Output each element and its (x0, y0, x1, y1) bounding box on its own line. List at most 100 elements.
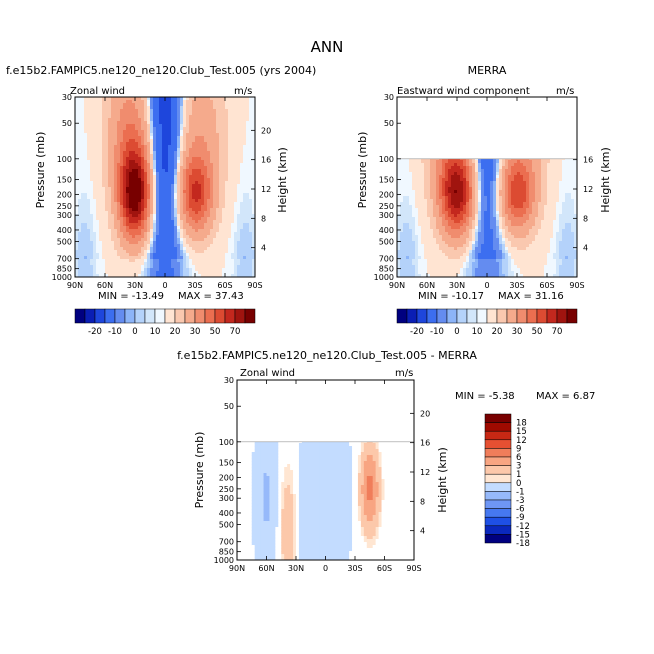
contour-cell (156, 241, 160, 245)
contour-cell (436, 193, 440, 197)
contour-cell (406, 169, 410, 173)
contour-cell (427, 187, 431, 191)
contour-cell (433, 274, 437, 278)
contour-cell (406, 271, 410, 275)
contour-cell (159, 181, 163, 185)
contour-cell (90, 214, 94, 218)
contour-cell (138, 196, 142, 200)
contour-cell (198, 244, 202, 248)
contour-cell (219, 178, 223, 182)
contour-cell (111, 268, 115, 272)
contour-cell (108, 265, 112, 269)
contour-cell (78, 211, 82, 215)
contour-cell (436, 217, 440, 221)
contour-cell (153, 127, 157, 131)
contour-cell (192, 130, 196, 134)
contour-cell (451, 217, 455, 221)
contour-cell (430, 211, 434, 215)
contour-cell (141, 127, 145, 131)
contour-cell (415, 202, 419, 206)
contour-cell (216, 262, 220, 266)
contour-cell (252, 97, 256, 101)
contour-cell (177, 265, 181, 269)
contour-cell (138, 181, 142, 185)
contour-cell (138, 142, 142, 146)
contour-cell (436, 241, 440, 245)
contour-cell (243, 169, 247, 173)
contour-cell (81, 271, 85, 275)
contour-cell (150, 253, 154, 257)
contour-cell (114, 190, 118, 194)
contour-cell (174, 148, 178, 152)
contour-cell (105, 247, 109, 251)
contour-cell (412, 172, 416, 176)
contour-cell (144, 184, 148, 188)
contour-cell (78, 271, 82, 275)
contour-cell (150, 100, 154, 104)
contour-cell (114, 157, 118, 161)
contour-cell (445, 217, 449, 221)
contour-cell (237, 127, 241, 131)
contour-cell (138, 109, 142, 113)
contour-cell (129, 205, 133, 209)
contour-cell (150, 238, 154, 242)
contour-cell (81, 178, 85, 182)
contour-cell (466, 220, 470, 224)
contour-cell (445, 256, 449, 260)
contour-cell (421, 265, 425, 269)
contour-cell (129, 118, 133, 122)
contour-cell (198, 268, 202, 272)
contour-cell (78, 106, 82, 110)
contour-cell (105, 181, 109, 185)
contour-cell (102, 214, 106, 218)
contour-cell (183, 220, 187, 224)
contour-cell (195, 133, 199, 137)
contour-cell (108, 148, 112, 152)
contour-cell (177, 229, 181, 233)
contour-cell (165, 211, 169, 215)
contour-cell (243, 100, 247, 104)
contour-cell (469, 271, 473, 275)
contour-cell (234, 142, 238, 146)
contour-cell (237, 250, 241, 254)
contour-cell (183, 145, 187, 149)
contour-cell (472, 196, 476, 200)
contour-cell (484, 158, 488, 161)
contour-cell (448, 265, 452, 269)
contour-cell (454, 220, 458, 224)
contour-cell (117, 196, 121, 200)
contour-cell (487, 190, 491, 194)
contour-cell (135, 166, 139, 170)
contour-cell (201, 253, 205, 257)
contour-cell (415, 158, 419, 161)
contour-cell (165, 181, 169, 185)
contour-cell (135, 139, 139, 143)
contour-cell (237, 124, 241, 128)
contour-cell (463, 190, 467, 194)
contour-cell (246, 148, 250, 152)
contour-cell (403, 268, 407, 272)
contour-cell (430, 187, 434, 191)
contour-cell (421, 253, 425, 257)
contour-cell (183, 235, 187, 239)
contour-cell (418, 268, 422, 272)
contour-cell (478, 220, 482, 224)
contour-cell (171, 217, 175, 221)
contour-cell (234, 133, 238, 137)
contour-cell (162, 172, 166, 176)
contour-cell (168, 244, 172, 248)
contour-cell (403, 262, 407, 266)
contour-cell (433, 187, 437, 191)
contour-cell (445, 160, 449, 164)
contour-cell (406, 259, 410, 263)
contour-cell (87, 235, 91, 239)
contour-cell (252, 112, 256, 116)
contour-cell (237, 193, 241, 197)
contour-cell (415, 244, 419, 248)
contour-cell (418, 256, 422, 260)
contour-cell (400, 238, 404, 242)
contour-cell (403, 274, 407, 278)
contour-cell (469, 244, 473, 248)
contour-cell (412, 208, 416, 212)
contour-cell (466, 223, 470, 227)
